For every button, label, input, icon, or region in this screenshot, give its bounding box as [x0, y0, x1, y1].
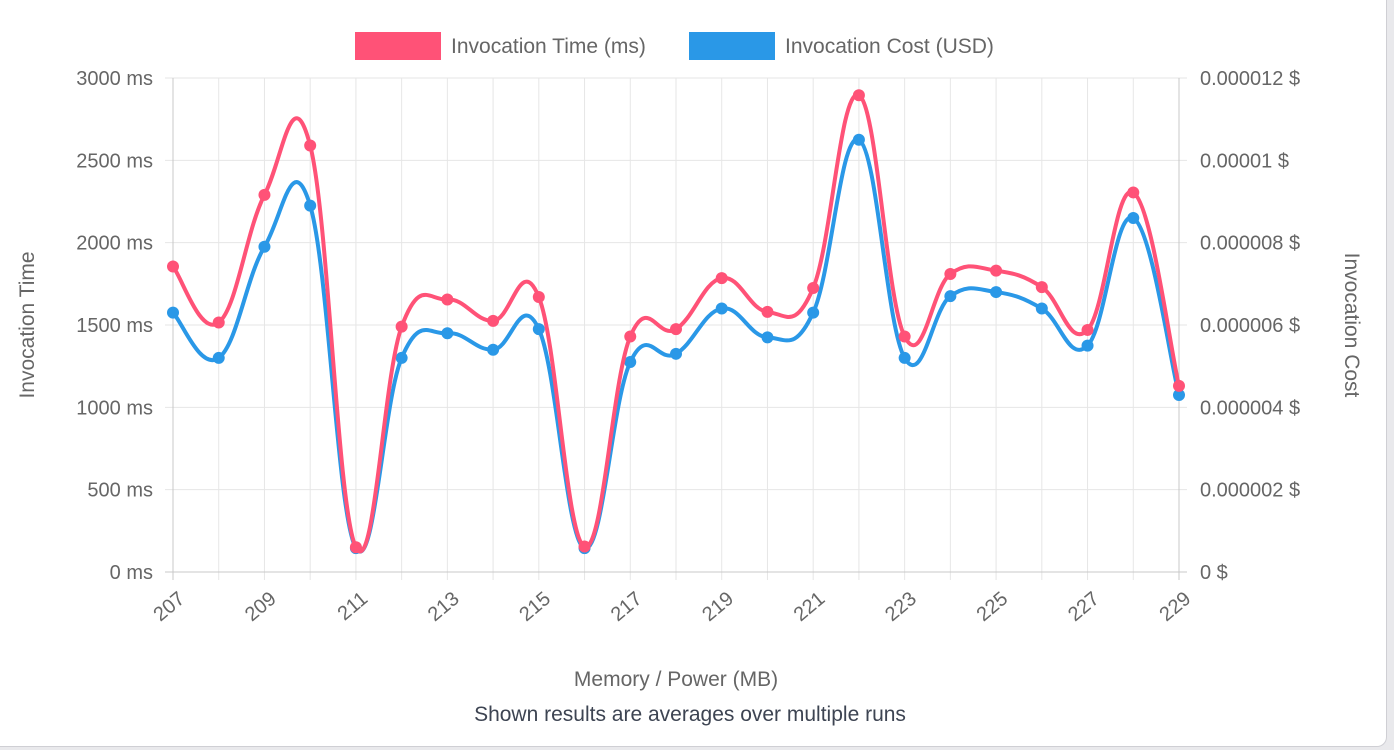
invocation-cost-point[interactable] [624, 356, 637, 369]
legend-item-invocation-time-swatch[interactable] [355, 32, 441, 60]
legend-item-invocation-cost-label: Invocation Cost (USD) [785, 35, 994, 58]
legend-item-invocation-cost-swatch[interactable] [689, 32, 775, 60]
invocation-time-point[interactable] [212, 316, 225, 329]
invocation-cost-point[interactable] [898, 351, 911, 364]
x-tick-label: 223 [881, 588, 921, 626]
x-tick-label: 221 [790, 588, 830, 626]
invocation-time-point[interactable] [167, 260, 179, 273]
invocation-time-point[interactable] [487, 314, 500, 327]
chart-caption: Shown results are averages over multiple… [474, 703, 906, 726]
invocation-cost-point[interactable] [670, 347, 682, 360]
y-left-tick-label: 2500 ms [76, 150, 153, 172]
invocation-cost-point[interactable] [1127, 211, 1140, 224]
y-right-tick-label: 0.000002 $ [1200, 480, 1300, 502]
x-tick-label: 225 [973, 588, 1013, 626]
invocation-cost-point[interactable] [761, 331, 774, 344]
invocation-cost-point[interactable] [990, 286, 1003, 299]
invocation-time-point[interactable] [304, 139, 317, 152]
x-tick-label: 209 [241, 588, 281, 626]
invocation-time-point[interactable] [944, 267, 957, 280]
chart-canvas: 0 ms 500 ms 1000 ms 1500 ms 2000 ms 2500 ms 30… [16, 32, 1363, 691]
y-right-tick-label: 0 $ [1200, 562, 1228, 584]
x-tick-label: 217 [607, 588, 647, 626]
x-tick-label: 215 [515, 588, 555, 626]
invocation-cost-point[interactable] [807, 306, 820, 319]
invocation-time-point[interactable] [761, 305, 774, 318]
y-right-axis-title: Invocation Cost [1340, 253, 1363, 398]
invocation-cost-point[interactable] [167, 306, 179, 319]
invocation-time-point[interactable] [715, 272, 728, 285]
invocation-cost-point[interactable] [944, 290, 957, 303]
invocation-time-point[interactable] [532, 291, 545, 304]
invocation-time-point[interactable] [1035, 281, 1048, 294]
invocation-time-point[interactable] [624, 330, 637, 343]
invocation-time-point[interactable] [395, 320, 408, 333]
y-left-tick-label: 2000 ms [76, 233, 153, 255]
invocation-time-point[interactable] [1127, 186, 1140, 199]
legend-item-invocation-time-label: Invocation Time (ms) [451, 35, 646, 58]
y-right-tick-label: 0.00001 $ [1200, 150, 1289, 172]
x-tick-label: 219 [698, 588, 738, 626]
x-tick-label: 211 [334, 588, 373, 625]
invocation-time-point[interactable] [990, 264, 1003, 277]
x-tick-label: 229 [1156, 588, 1196, 626]
invocation-cost-point[interactable] [212, 351, 225, 364]
x-tick-label: 207 [150, 588, 190, 626]
invocation-cost-point[interactable] [715, 302, 728, 315]
invocation-time-point[interactable] [441, 293, 454, 306]
y-left-tick-label: 1000 ms [76, 397, 153, 419]
invocation-cost-point[interactable] [852, 133, 865, 146]
invocation-cost-point[interactable] [304, 199, 317, 212]
y-right-tick-label: 0.000008 $ [1200, 233, 1300, 255]
y-left-tick-label: 1500 ms [76, 315, 153, 337]
x-tick-label: 227 [1064, 588, 1104, 626]
y-left-axis-title: Invocation Time [16, 251, 39, 398]
invocation-cost-point[interactable] [441, 327, 454, 340]
invocation-time-point[interactable] [258, 188, 271, 201]
invocation-time-point[interactable] [1081, 323, 1094, 336]
invocation-time-point[interactable] [349, 541, 362, 554]
invocation-time-point[interactable] [807, 281, 820, 294]
invocation-cost-point[interactable] [532, 323, 545, 336]
invocation-time-point[interactable] [1173, 379, 1185, 392]
invocation-cost-point[interactable] [395, 351, 408, 364]
invocation-time-point[interactable] [898, 330, 911, 343]
y-left-tick-label: 3000 ms [76, 68, 153, 90]
y-left-tick-label: 0 ms [110, 562, 153, 584]
invocation-cost-point[interactable] [258, 240, 271, 253]
y-left-tick-label: 500 ms [87, 480, 153, 502]
y-right-tick-label: 0.000006 $ [1200, 315, 1300, 337]
invocation-time-point[interactable] [578, 540, 591, 553]
x-tick-label: 213 [424, 588, 464, 626]
y-right-tick-label: 0.000004 $ [1200, 397, 1300, 419]
y-right-tick-label: 0.000012 $ [1200, 68, 1300, 90]
x-axis-title: Memory / Power (MB) [574, 668, 778, 691]
invocation-time-point[interactable] [852, 89, 865, 102]
invocation-time-point[interactable] [670, 323, 682, 336]
invocation-cost-point[interactable] [1173, 388, 1185, 401]
invocation-cost-point[interactable] [1081, 339, 1094, 352]
invocation-cost-point[interactable] [487, 343, 500, 356]
invocation-cost-point[interactable] [1035, 302, 1048, 315]
